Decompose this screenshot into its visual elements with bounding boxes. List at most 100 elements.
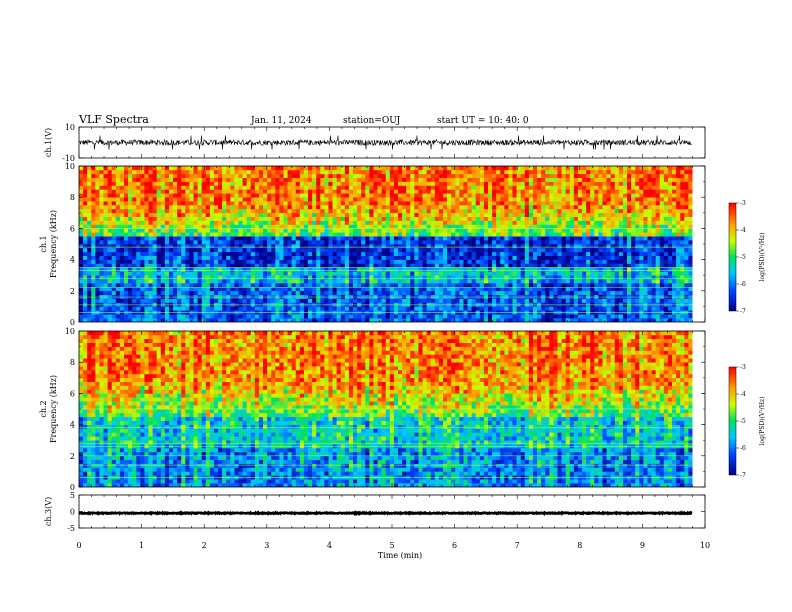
spectrogram-cell [434,298,440,303]
spectrogram-cell [295,283,301,288]
spectrogram-cell [483,263,489,268]
spectrogram-cell [222,224,227,229]
spectrogram-cell [393,189,399,194]
spectrogram-cell [299,181,305,186]
spectrogram-cell [373,181,378,186]
spectrogram-cell [483,255,489,260]
spectrogram-cell [136,240,141,245]
spectrogram-cell [561,201,566,206]
spectrogram-cell [275,318,280,322]
spectrogram-cell [361,275,366,280]
spectrogram-cell [234,197,239,202]
spectrogram-cell [303,255,309,260]
spectrogram-cell [430,290,436,295]
spectrogram-cell [295,228,301,233]
spectrogram-cell [443,251,448,256]
spectrogram-cell [115,166,121,171]
spectrogram-cell [136,193,141,198]
spectrogram-cell [209,185,215,190]
spectrogram-cell [479,208,485,214]
spectrogram-cell [475,205,481,210]
spectrogram-cell [83,318,88,322]
spectrogram-cell [455,298,460,303]
spectrogram-cell [475,290,481,295]
spectrogram-cell [406,212,411,217]
spectrogram-cell [83,236,88,241]
spectrogram-cell [500,224,505,229]
spectrogram-cell [348,271,354,276]
spectrogram-cell [406,259,411,264]
spectrogram-cell [168,263,174,268]
spectrogram-cell [479,181,485,186]
spectrogram-cell [279,232,284,237]
spectrogram-cell [164,271,170,276]
spectrogram-cell [107,290,113,295]
spectrogram-cell [471,259,477,264]
spectrogram-cell [545,259,550,264]
spectrogram-cell [83,232,88,237]
spectrogram-cell [218,185,223,190]
spectrogram-cell [291,232,297,237]
spectrogram-cell [91,224,96,229]
spectrogram-cell [528,263,534,268]
spectrogram-cell [353,247,358,253]
spectrogram-cell [83,263,88,268]
spectrogram-cell [369,283,374,288]
spectrogram-cell [148,298,153,303]
spectrogram-cell [463,279,468,284]
spectrogram-cell [537,279,542,284]
spectrogram-cell [479,290,485,295]
spectrogram-cell [545,306,550,311]
spectrogram-cell [377,232,382,237]
spectrogram-cell [148,255,153,260]
spectrogram-cell [361,298,366,303]
spectrogram-cell [128,212,133,217]
spectrogram-cell [541,271,546,276]
spectrogram-cell [389,290,395,295]
spectrogram-cell [471,255,477,260]
spectrogram-cell [532,279,538,284]
spectrogram-cell [577,298,583,303]
spectrogram-cell [316,181,321,186]
spectrogram-cell [299,286,305,292]
spectrogram-cell [422,212,427,217]
spectrogram-cell [545,197,550,202]
spectrogram-cell [103,244,108,249]
spectrogram-cell [193,306,198,311]
spectrogram-cell [557,236,562,241]
spectrogram-cell [377,255,382,260]
spectrogram-cell [267,279,272,284]
spectrogram-cell [365,298,370,303]
spectrogram-cell [173,212,178,217]
spectrogram-cell [524,201,530,206]
spectrogram-cell [128,259,133,264]
spectrogram-cell [189,177,194,182]
spectrogram-cell [479,224,485,229]
spectrogram-cell [553,166,558,171]
spectrogram-cell [95,216,100,221]
spectrogram-cell [173,232,178,237]
spectrogram-cell [504,173,509,178]
spectrogram-cell [156,283,162,288]
spectrogram-cell [410,271,415,276]
spectrogram-cell [455,201,460,206]
spectrogram-cell [218,271,223,276]
spectrogram-cell [79,314,84,319]
spectrogram-cell [402,205,407,210]
spectrogram-cell [455,212,460,217]
spectrogram-cell [353,240,358,245]
spectrogram-cell [287,181,292,186]
spectrogram-cell [414,212,419,217]
spectrogram-cell [164,220,170,225]
spectrogram-cell [213,189,219,194]
spectrogram-cell [553,290,558,295]
spectrogram-cell [230,189,235,194]
spectrogram-cell [406,169,411,175]
spectrogram-cell [524,255,530,260]
spectrogram-cell [156,220,162,225]
spectrogram-cell [140,197,145,202]
spectrogram-cell [103,201,108,206]
spectrogram-cell [353,279,358,284]
spectrogram-cell [299,283,305,288]
spectrogram-cell [586,298,591,303]
